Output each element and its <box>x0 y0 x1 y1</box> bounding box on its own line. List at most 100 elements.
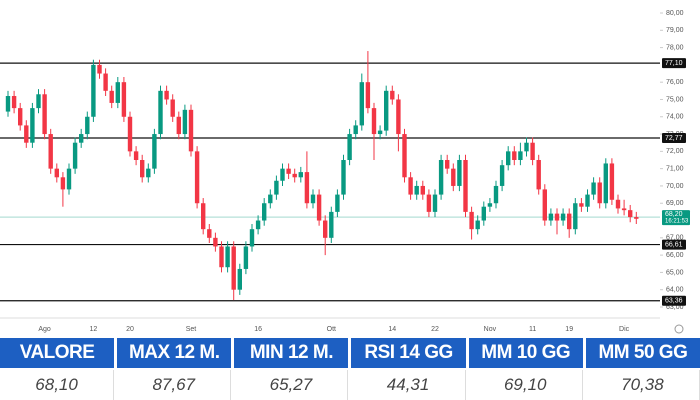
candle-body <box>377 130 383 135</box>
candle-body <box>432 194 438 212</box>
y-tick-label: 72,00 <box>666 148 684 155</box>
last-price-tag <box>662 210 690 226</box>
y-tick-label: 66,00 <box>666 252 684 259</box>
candle-body <box>554 213 560 221</box>
candle-body <box>573 203 578 230</box>
candle-body <box>621 208 627 211</box>
candle-body <box>79 134 84 143</box>
candle-body <box>298 172 303 178</box>
candle-body <box>396 99 401 135</box>
candle-body <box>11 96 17 109</box>
value-cell: 65,27 <box>234 370 349 400</box>
y-tick-label: 75,00 <box>666 96 684 103</box>
candle-body <box>316 194 322 221</box>
candle-body <box>499 165 505 186</box>
header-cell: MM 10 GG <box>468 338 583 368</box>
candle-body <box>579 203 584 207</box>
y-tick-label: 74,00 <box>666 114 684 121</box>
x-tick-label: Nov <box>484 326 497 333</box>
candle-body <box>506 151 511 166</box>
value-cell: 69,10 <box>469 370 583 400</box>
candle-body <box>207 229 212 238</box>
x-tick-label: 16 <box>254 326 262 333</box>
candle-body <box>188 109 194 152</box>
candle-body <box>426 194 432 212</box>
candle-body <box>615 199 621 209</box>
candle-body <box>408 177 413 195</box>
y-tick-label: 78,00 <box>666 44 684 51</box>
candle-body <box>420 185 425 195</box>
x-tick-label: Ott <box>327 326 336 333</box>
candle-body <box>371 108 377 135</box>
candle-body <box>60 177 66 190</box>
candle-body <box>286 168 291 174</box>
candle-body <box>536 160 541 190</box>
candle-body <box>146 168 151 178</box>
candle-body <box>359 82 364 126</box>
candle-body <box>414 185 419 195</box>
candle-body <box>97 64 102 74</box>
candle-body <box>280 168 285 181</box>
level-tag <box>662 133 686 144</box>
candle-body <box>18 108 23 126</box>
y-tick-label: 64,00 <box>666 287 684 294</box>
candle-body <box>560 213 566 221</box>
candle-body <box>5 96 11 112</box>
candle-body <box>438 160 444 195</box>
candle-body <box>402 134 407 178</box>
y-tick-label: 69,00 <box>666 200 684 207</box>
header-cell: VALORE <box>0 338 115 368</box>
level-label: 72,77 <box>665 135 683 142</box>
settings-icon[interactable] <box>674 324 684 334</box>
candle-body <box>628 210 633 218</box>
y-tick-label: 80,00 <box>666 10 684 17</box>
candle-body <box>121 82 127 117</box>
candle-body <box>36 94 41 109</box>
y-tick-label: 76,00 <box>666 79 684 86</box>
chart: 80,0079,0078,0076,0075,0074,0073,0072,00… <box>0 10 690 334</box>
candle-body <box>304 172 310 204</box>
candle-body <box>274 180 279 195</box>
candle-body <box>353 125 358 135</box>
candle-body <box>91 64 96 117</box>
header-cell: MAX 12 M. <box>117 338 232 368</box>
candle-body <box>390 90 395 100</box>
candle-body <box>164 90 169 100</box>
candle-body <box>487 203 493 207</box>
candle-body <box>66 168 72 190</box>
candle-body <box>335 194 340 212</box>
x-tick-label: Ago <box>38 326 51 333</box>
candle-body <box>140 160 145 178</box>
y-tick-label: 65,00 <box>666 269 684 276</box>
candle-body <box>292 173 297 178</box>
candle-body <box>548 213 554 221</box>
level-label: 77,10 <box>665 60 683 67</box>
candle-body <box>219 246 224 268</box>
header-cell: MIN 12 M. <box>234 338 349 368</box>
candle-body <box>127 116 133 152</box>
candle-body <box>72 142 78 169</box>
candle-body <box>469 211 474 230</box>
candle-body <box>445 160 450 169</box>
last-price-time: 16:21:53 <box>665 219 689 225</box>
candle-body <box>384 90 389 131</box>
x-tick-label: Dic <box>619 326 630 333</box>
header-cell: RSI 14 GG <box>351 338 466 368</box>
candle-body <box>115 82 120 103</box>
value-cell: 44,31 <box>351 370 466 400</box>
value-cell: 68,10 <box>0 370 115 400</box>
candle-body <box>109 90 114 103</box>
x-tick-label: 19 <box>565 326 573 333</box>
candle-body <box>225 246 230 268</box>
candle-body <box>493 185 499 204</box>
candle-body <box>237 268 242 290</box>
candle-body <box>457 160 462 186</box>
candle-body <box>103 73 108 91</box>
header-cell: MM 50 GG <box>585 338 700 368</box>
candle-body <box>475 220 480 230</box>
level-tag <box>662 239 686 250</box>
level-label: 66,61 <box>665 241 683 248</box>
candle-body <box>567 213 572 230</box>
stats-table: VALORE MAX 12 M. MIN 12 M. RSI 14 GG MM 10 G… <box>0 338 700 400</box>
